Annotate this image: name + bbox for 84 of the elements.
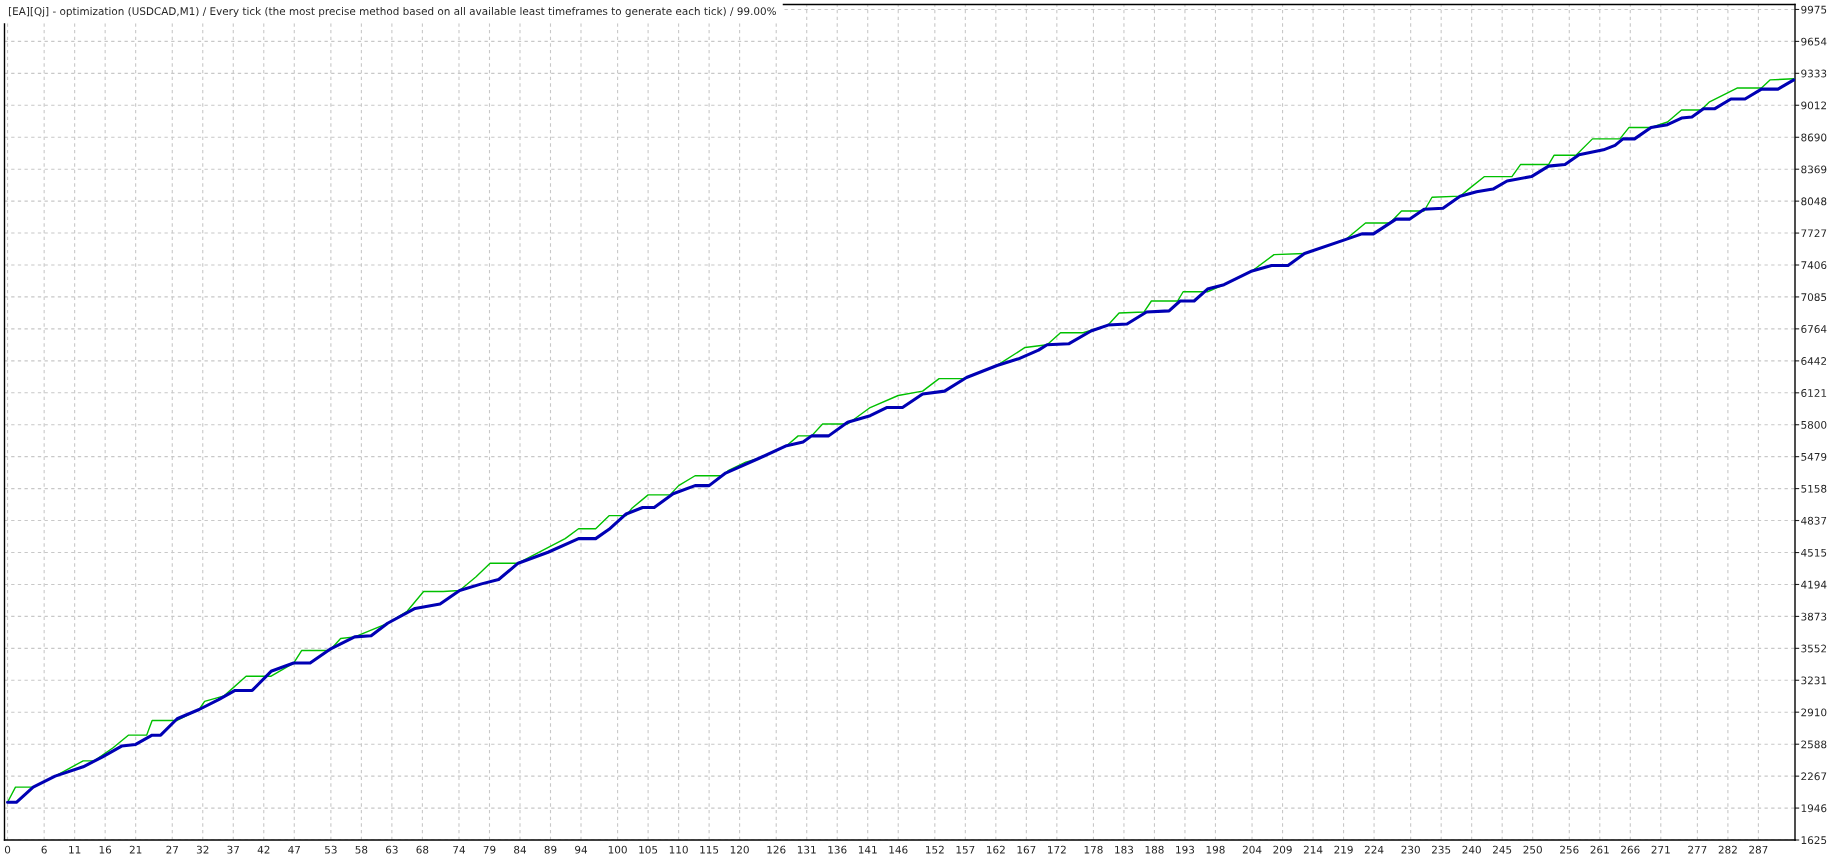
x-tick-label: 188: [1145, 845, 1164, 854]
x-tick-label: 172: [1048, 845, 1066, 854]
y-tick-label: 8048: [1801, 197, 1827, 206]
y-tick-label: 3873: [1801, 612, 1827, 621]
y-tick-label: 2267: [1801, 772, 1827, 781]
x-tick-label: 193: [1176, 845, 1195, 854]
x-tick-label: 266: [1621, 845, 1640, 854]
x-tick-label: 84: [514, 845, 527, 854]
y-tick-label: 4515: [1801, 548, 1827, 557]
x-tick-label: 63: [385, 845, 398, 854]
x-tick-label: 235: [1431, 845, 1451, 854]
y-tick-label: 5800: [1801, 420, 1827, 429]
y-tick-label: 5158: [1801, 484, 1827, 493]
y-tick-label: 7085: [1801, 293, 1827, 302]
x-tick-label: 198: [1206, 845, 1225, 854]
x-tick-label: 146: [889, 845, 908, 854]
x-tick-label: 183: [1115, 845, 1134, 854]
x-tick-label: 53: [325, 845, 337, 854]
y-tick-label: 9012: [1801, 101, 1827, 110]
x-tick-label: 224: [1364, 845, 1384, 854]
x-tick-label: 261: [1590, 845, 1609, 854]
x-tick-label: 152: [926, 845, 944, 854]
y-tick-label: 8369: [1801, 165, 1827, 174]
x-tick-label: 21: [129, 845, 142, 854]
x-tick-label: 256: [1560, 845, 1579, 854]
x-tick-label: 230: [1401, 845, 1420, 854]
x-tick-label: 240: [1462, 845, 1481, 854]
x-tick-label: 74: [453, 845, 466, 854]
x-tick-label: 271: [1651, 845, 1670, 854]
y-tick-label: 9654: [1801, 37, 1827, 46]
x-tick-label: 37: [227, 845, 240, 854]
x-tick-label: 115: [700, 845, 719, 854]
y-tick-label: 9975: [1801, 5, 1827, 14]
x-tick-label: 100: [608, 845, 627, 854]
y-tick-label: 6764: [1801, 325, 1827, 333]
y-tick-label: 3552: [1801, 644, 1827, 653]
y-tick-label: 4837: [1801, 516, 1827, 525]
x-tick-label: 282: [1718, 845, 1737, 854]
x-tick-label: 58: [355, 845, 368, 854]
x-tick-label: 277: [1688, 845, 1707, 854]
x-tick-label: 120: [730, 845, 749, 854]
y-tick-label: 7406: [1801, 261, 1827, 270]
x-tick-label: 42: [257, 845, 270, 854]
y-tick-label: 8690: [1801, 133, 1827, 142]
x-tick-label: 16: [99, 845, 112, 854]
y-tick-label: 7727: [1801, 229, 1827, 238]
y-tick-label: 2588: [1801, 740, 1827, 749]
y-tick-label: 2910: [1801, 708, 1827, 717]
x-tick-label: 287: [1749, 845, 1768, 854]
x-tick-label: 214: [1303, 845, 1323, 854]
x-tick-label: 245: [1493, 845, 1512, 854]
x-tick-label: 204: [1242, 845, 1262, 854]
x-tick-label: 131: [797, 845, 816, 854]
x-tick-label: 79: [483, 845, 496, 854]
x-tick-label: 32: [196, 845, 209, 854]
y-tick-label: 9333: [1801, 69, 1827, 78]
x-tick-label: 89: [544, 845, 557, 854]
x-tick-label: 47: [288, 845, 301, 854]
x-tick-label: 110: [669, 845, 688, 854]
x-tick-label: 178: [1084, 845, 1103, 854]
y-tick-label: 6442: [1801, 357, 1827, 365]
x-tick-label: 94: [575, 845, 588, 854]
y-tick-label: 1625: [1801, 836, 1827, 845]
x-tick-label: 68: [416, 845, 429, 854]
x-tick-label: 157: [956, 845, 975, 854]
x-tick-label: 141: [858, 845, 877, 854]
x-tick-label: 136: [828, 845, 847, 854]
chart-title: [EA][Qj] - optimization (USDCAD,M1) / Every tick (the most precise method based on all available least timeframes to generate each tick) / 99.00%: [8, 7, 776, 18]
y-tick-label: 4194: [1801, 580, 1827, 589]
x-tick-label: 6: [41, 845, 47, 854]
x-tick-label: 162: [987, 845, 1005, 854]
x-tick-label: 0: [4, 845, 11, 854]
x-tick-label: 250: [1523, 845, 1542, 854]
x-tick-label: 219: [1334, 845, 1353, 854]
x-tick-label: 209: [1273, 845, 1292, 854]
x-tick-label: 105: [639, 845, 658, 854]
y-tick-label: 1946: [1801, 804, 1827, 813]
x-tick-label: 11: [69, 845, 81, 854]
x-tick-label: 167: [1017, 845, 1036, 854]
x-tick-label: 27: [166, 845, 178, 854]
y-tick-label: 5479: [1801, 452, 1827, 461]
x-tick-label: 126: [767, 845, 786, 854]
y-tick-label: 3231: [1801, 676, 1827, 685]
y-tick-label: 6121: [1801, 389, 1827, 397]
